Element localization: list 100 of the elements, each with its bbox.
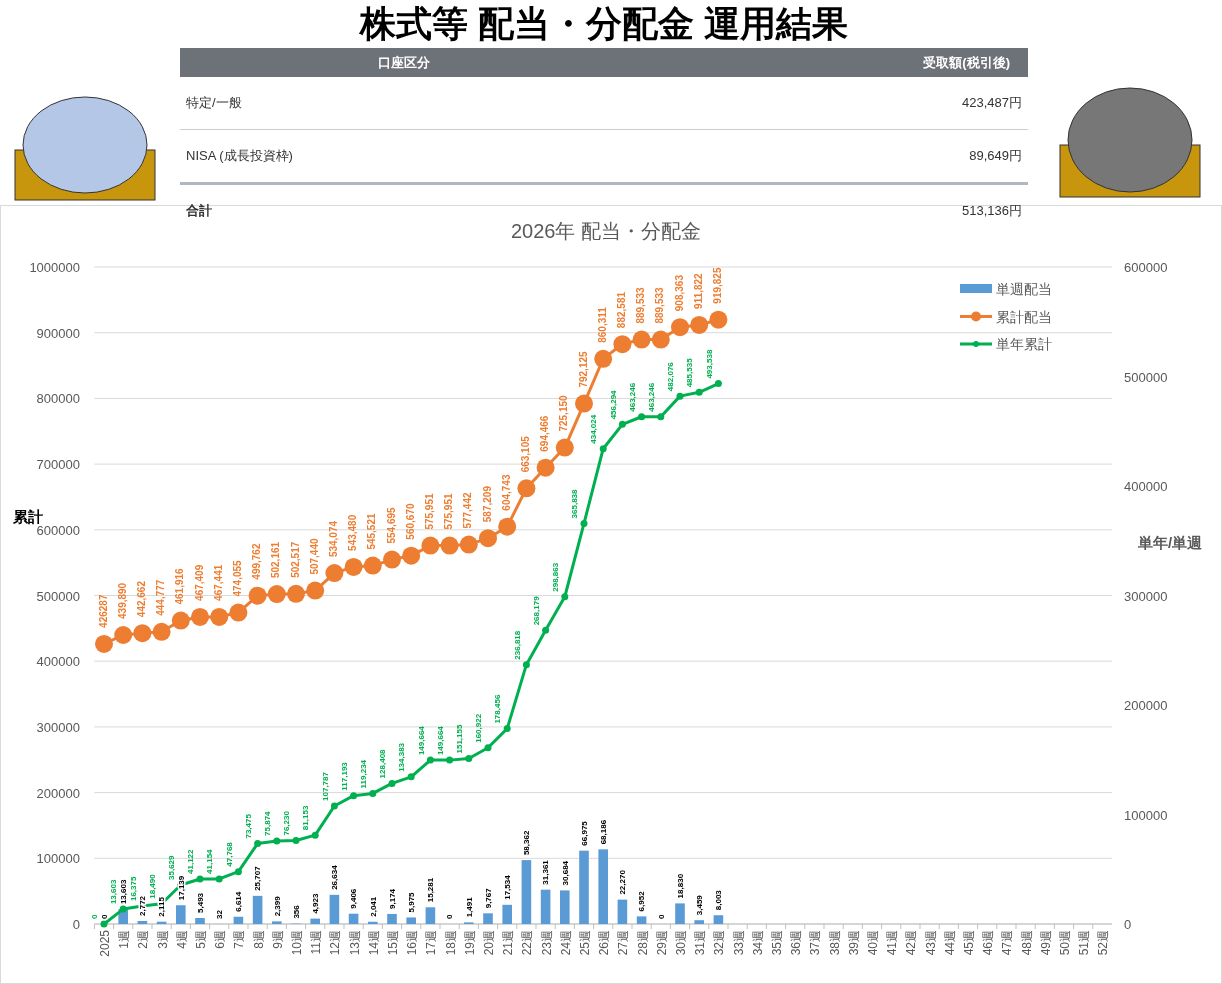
x-tick-label: 18週 xyxy=(443,930,458,956)
chart-title: 2026年 配当・分配金 xyxy=(510,220,702,242)
x-tick-label: 39週 xyxy=(846,930,861,956)
data-label: 15,281 xyxy=(426,877,436,903)
x-tick-label: 32週 xyxy=(712,930,727,956)
x-tick-label: 24週 xyxy=(558,930,573,956)
x-tick-label: 51週 xyxy=(1077,930,1092,956)
legend-label: 累計配当 xyxy=(996,308,1052,325)
data-label: 792,125 xyxy=(577,350,589,388)
data-label: 76,230 xyxy=(282,810,292,836)
x-tick-label: 42週 xyxy=(904,930,919,956)
data-label: 66,975 xyxy=(579,820,589,846)
x-tick-label: 10週 xyxy=(290,930,304,956)
data-label: 545,521 xyxy=(366,513,378,550)
x-tick-label: 1週 xyxy=(117,930,132,949)
x-tick-label: 15週 xyxy=(386,930,400,956)
data-label: 268,179 xyxy=(531,595,541,626)
data-label: 444,777 xyxy=(155,579,167,616)
data-label: 128,408 xyxy=(378,748,388,779)
x-tick-label: 16週 xyxy=(405,930,420,956)
x-tick-label: 37週 xyxy=(808,930,823,956)
y-tick-label: 500000 xyxy=(36,588,80,604)
data-label: 18,830 xyxy=(675,873,685,899)
y2-tick-label: 100000 xyxy=(1124,807,1168,823)
data-label: 26,634 xyxy=(330,864,340,890)
data-label: 22,270 xyxy=(618,869,628,895)
x-tick-label: 7週 xyxy=(232,930,247,949)
x-tick-label: 2週 xyxy=(136,930,151,949)
data-label: 9,174 xyxy=(387,888,397,909)
data-label: 151,155 xyxy=(455,724,464,754)
x-tick-label: 48週 xyxy=(1019,930,1034,956)
data-label: 81,153 xyxy=(301,805,311,831)
data-label: 6,614 xyxy=(234,891,244,912)
x-tick-label: 19週 xyxy=(462,930,477,956)
x-tick-label: 34週 xyxy=(750,930,765,956)
y-tick-label: 400000 xyxy=(36,654,80,670)
legend-label: 単年累計 xyxy=(996,336,1052,352)
x-tick-label: 13週 xyxy=(347,930,362,956)
x-tick-label: 23週 xyxy=(539,930,554,956)
data-label: 365,838 xyxy=(570,488,580,519)
data-label: 485,535 xyxy=(685,357,695,388)
data-label: 587,209 xyxy=(481,485,493,523)
x-tick-label: 43週 xyxy=(923,930,938,956)
text: 受取額(税引後) xyxy=(628,48,1028,77)
data-label: 474,055 xyxy=(231,559,243,597)
data-label: 117,193 xyxy=(339,761,349,791)
data-label: 860,311 xyxy=(596,306,608,343)
data-label: 426287 xyxy=(97,594,109,628)
data-label: 5,493 xyxy=(195,892,205,913)
data-label: 58,362 xyxy=(522,830,532,856)
data-label: 17,139 xyxy=(176,875,186,901)
data-label: 3,459 xyxy=(695,894,704,916)
data-label: 911,822 xyxy=(692,272,704,309)
x-tick-label: 2025 xyxy=(98,929,112,957)
x-tick-label: 27週 xyxy=(616,930,631,956)
data-label: 35,629 xyxy=(167,854,176,880)
category-label: 特定/一般 xyxy=(180,77,629,130)
data-label: 30,684 xyxy=(560,860,570,886)
x-tick-label: 49週 xyxy=(1038,930,1053,956)
data-label: 178,456 xyxy=(493,694,503,724)
data-label: 16,375 xyxy=(128,876,138,902)
x-tick-label: 31週 xyxy=(693,930,708,956)
data-label: 908,363 xyxy=(673,274,685,312)
data-label: 68,186 xyxy=(599,819,608,845)
data-label: 13,603 xyxy=(119,879,128,905)
x-tick-label: 9週 xyxy=(270,930,285,949)
y-tick-label: 200000 xyxy=(36,785,80,801)
data-label: 889,533 xyxy=(635,286,647,324)
x-tick-label: 35週 xyxy=(770,930,784,956)
x-tick-label: 44週 xyxy=(942,930,957,956)
data-label: 4,923 xyxy=(311,893,320,914)
x-tick-label: 26週 xyxy=(597,930,612,956)
y2-tick-label: 500000 xyxy=(1124,369,1168,385)
y2-tick-label: 200000 xyxy=(1124,698,1168,713)
x-tick-label: 4週 xyxy=(174,930,189,949)
data-label: 467,441 xyxy=(212,564,224,601)
x-tick-label: 11週 xyxy=(309,930,324,955)
x-tick-label: 5週 xyxy=(194,930,208,949)
y-tick-label: 900000 xyxy=(36,325,80,341)
data-label: 298,863 xyxy=(551,562,560,592)
y2-tick-label: 600000 xyxy=(1124,260,1168,275)
data-label: 725,150 xyxy=(558,394,570,432)
data-label: 507,440 xyxy=(308,538,320,575)
data-label: 463,246 xyxy=(627,382,637,412)
data-label: 2,399 xyxy=(272,895,282,917)
data-label: 5,975 xyxy=(407,891,416,913)
text: 513,136円 xyxy=(962,203,1022,218)
y-tick-label: 300000 xyxy=(36,719,80,735)
x-tick-label: 29週 xyxy=(654,930,669,956)
x-tick-label: 21週 xyxy=(501,930,516,956)
data-label: 543,480 xyxy=(347,514,359,551)
data-label: 560,670 xyxy=(404,503,416,540)
x-tick-label: 22週 xyxy=(520,930,535,956)
data-label: 149,664 xyxy=(435,725,445,756)
y-tick-label: 1000000 xyxy=(29,260,80,275)
x-tick-label: 12週 xyxy=(328,930,343,956)
data-label: 17,534 xyxy=(503,874,512,900)
data-label: 482,076 xyxy=(666,361,676,392)
data-label: 160,922 xyxy=(474,713,484,743)
data-label: 107,787 xyxy=(320,771,330,801)
